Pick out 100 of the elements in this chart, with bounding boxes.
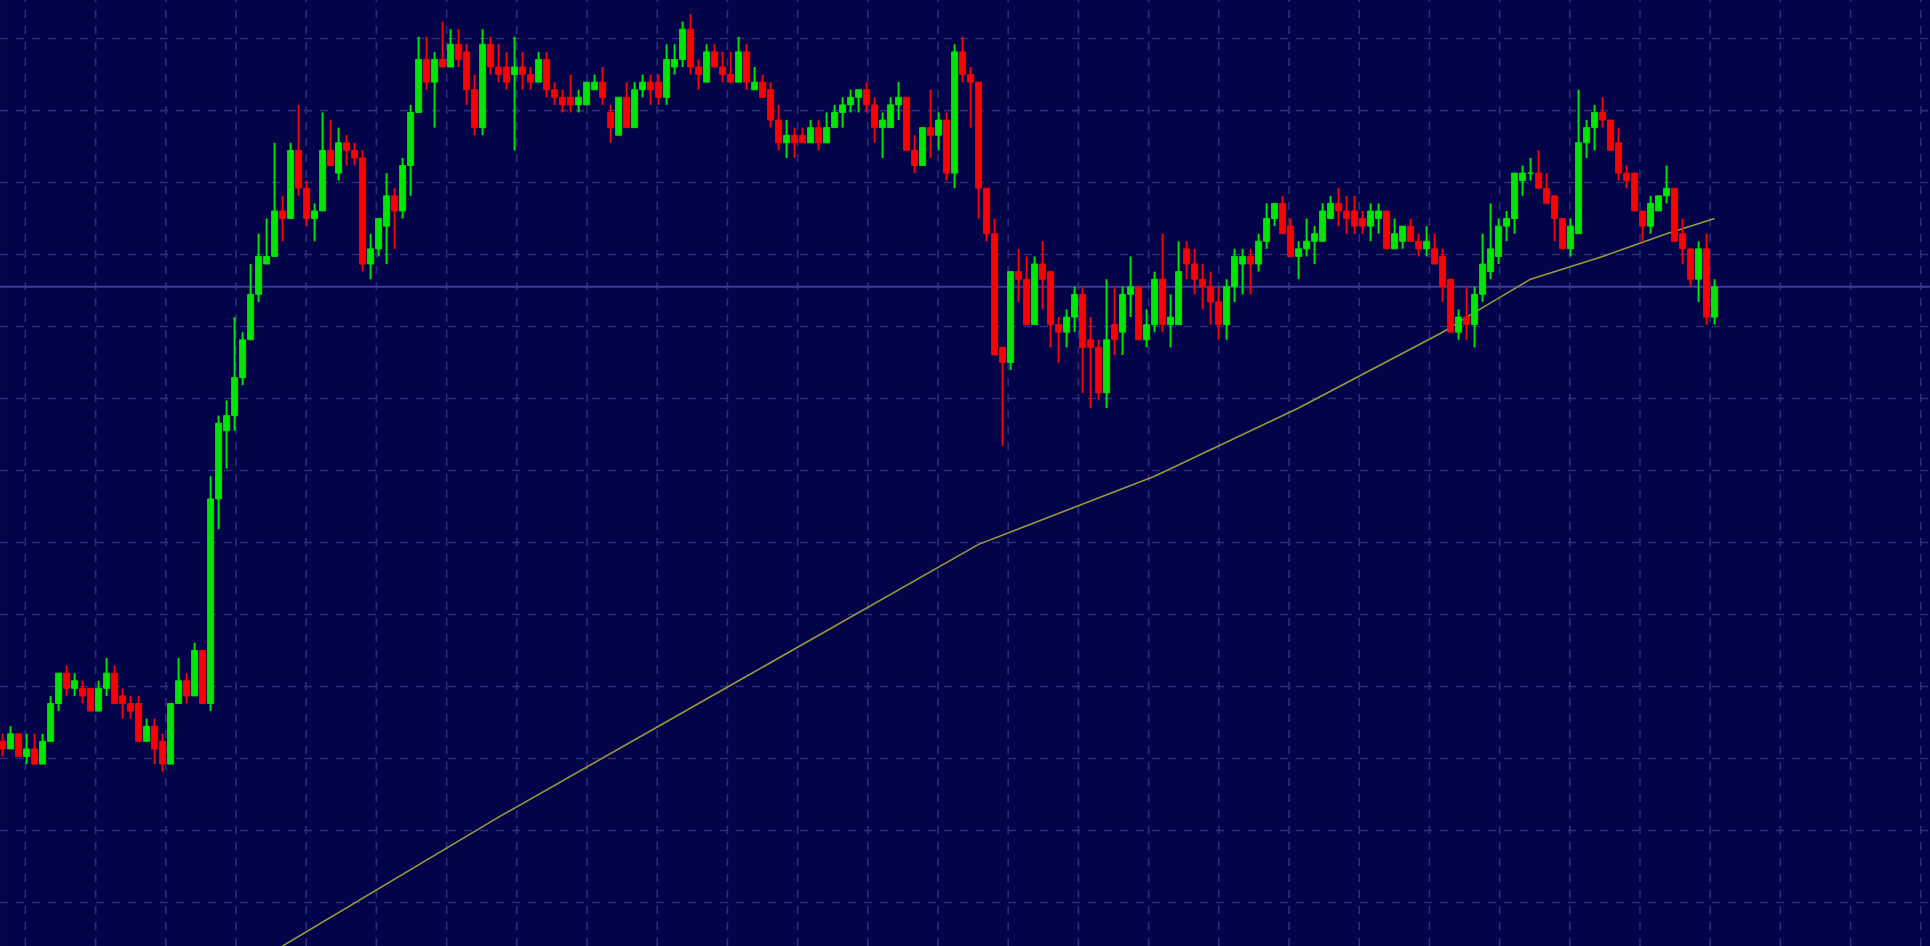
candlestick [1183, 240, 1191, 281]
candlestick [559, 88, 567, 114]
candlestick [7, 725, 15, 750]
candlestick [543, 50, 551, 99]
candlestick [135, 694, 143, 743]
candlestick [511, 35, 519, 152]
candlestick [1391, 217, 1399, 250]
candlestick [0, 732, 7, 758]
candlestick [1119, 285, 1127, 356]
candlestick [343, 134, 351, 167]
candlestick [791, 126, 799, 159]
candlestick [631, 81, 639, 129]
candlestick [1111, 285, 1119, 356]
candlestick [1663, 164, 1671, 205]
candlestick [447, 28, 455, 69]
candlestick [751, 66, 759, 91]
candlestick [1375, 202, 1383, 235]
candlestick [655, 73, 663, 106]
candlestick [743, 43, 751, 91]
candlestick [95, 679, 103, 713]
candlestick [503, 50, 511, 91]
candlestick [519, 50, 527, 91]
candlestick [495, 43, 503, 84]
candlestick [1343, 194, 1351, 235]
candlestick [687, 12, 695, 76]
candlestick [1615, 126, 1623, 182]
candlestick [927, 88, 935, 159]
candlestick [815, 119, 823, 152]
candlestick [423, 35, 431, 91]
candlestick [71, 672, 79, 697]
candlestick [855, 88, 863, 114]
candlestick [87, 687, 95, 713]
candlestick [1207, 270, 1215, 326]
candlestick [703, 43, 711, 84]
candlestick [727, 50, 735, 84]
candlestick [1527, 156, 1535, 182]
candlestick [959, 35, 967, 84]
candlestick [143, 717, 151, 743]
candlestick [711, 43, 719, 69]
candlestick [1359, 209, 1367, 235]
candlestick [1455, 308, 1463, 341]
candlestick [431, 50, 439, 129]
candlestick [783, 119, 791, 159]
candlestick [735, 35, 743, 84]
candlestick [31, 732, 39, 766]
candlestick [1383, 209, 1391, 250]
candlestick [1239, 247, 1247, 296]
candlestick [599, 66, 607, 106]
candlestick [79, 679, 87, 705]
candlestick [919, 126, 927, 167]
candlestick [1191, 247, 1199, 296]
candlestick [487, 35, 495, 76]
candlestick [1463, 285, 1471, 341]
candlestick [439, 20, 447, 69]
candlestick [1695, 240, 1703, 303]
candlestick [1351, 194, 1359, 235]
candlestick [1415, 232, 1423, 258]
candlestick [1711, 278, 1719, 326]
candlestick [1399, 225, 1407, 250]
candlestick [879, 111, 887, 159]
candlestick [1159, 232, 1167, 334]
candlestick [1247, 247, 1255, 296]
candlestick [807, 119, 815, 144]
candlestick [335, 126, 343, 182]
candlestick [1551, 194, 1559, 243]
candlestick [1511, 172, 1519, 235]
candlestick [151, 717, 159, 766]
candlestick [1295, 240, 1303, 281]
candlestick [111, 664, 119, 705]
candlestick [1647, 194, 1655, 235]
candlestick [567, 73, 575, 114]
candlestick [663, 43, 671, 106]
candlestick [15, 732, 23, 758]
candlestick [623, 81, 631, 129]
candlestick [895, 81, 903, 122]
candlestick [1023, 255, 1031, 326]
candlestick [1407, 217, 1415, 243]
candlestick [823, 111, 831, 144]
candlestick [679, 20, 687, 69]
candlestick [1591, 103, 1599, 152]
candlestick [391, 187, 399, 250]
candlestick [839, 96, 847, 129]
candlestick [583, 81, 591, 106]
candlestick [1367, 202, 1375, 243]
candlestick [607, 103, 615, 144]
candlestick [191, 641, 199, 697]
candlestick [615, 96, 623, 137]
candlestick [383, 172, 391, 266]
candlestick [183, 672, 191, 705]
candlestick [23, 732, 31, 766]
candlestick [647, 73, 655, 106]
candlestick [719, 50, 727, 84]
candlestick [279, 194, 287, 243]
candlestick [575, 88, 583, 114]
candlestick [935, 111, 943, 152]
candlestick [1335, 187, 1343, 228]
candlestick [63, 664, 71, 697]
candlestick [327, 119, 335, 167]
candlestick [535, 50, 543, 84]
candlestick [271, 141, 279, 258]
